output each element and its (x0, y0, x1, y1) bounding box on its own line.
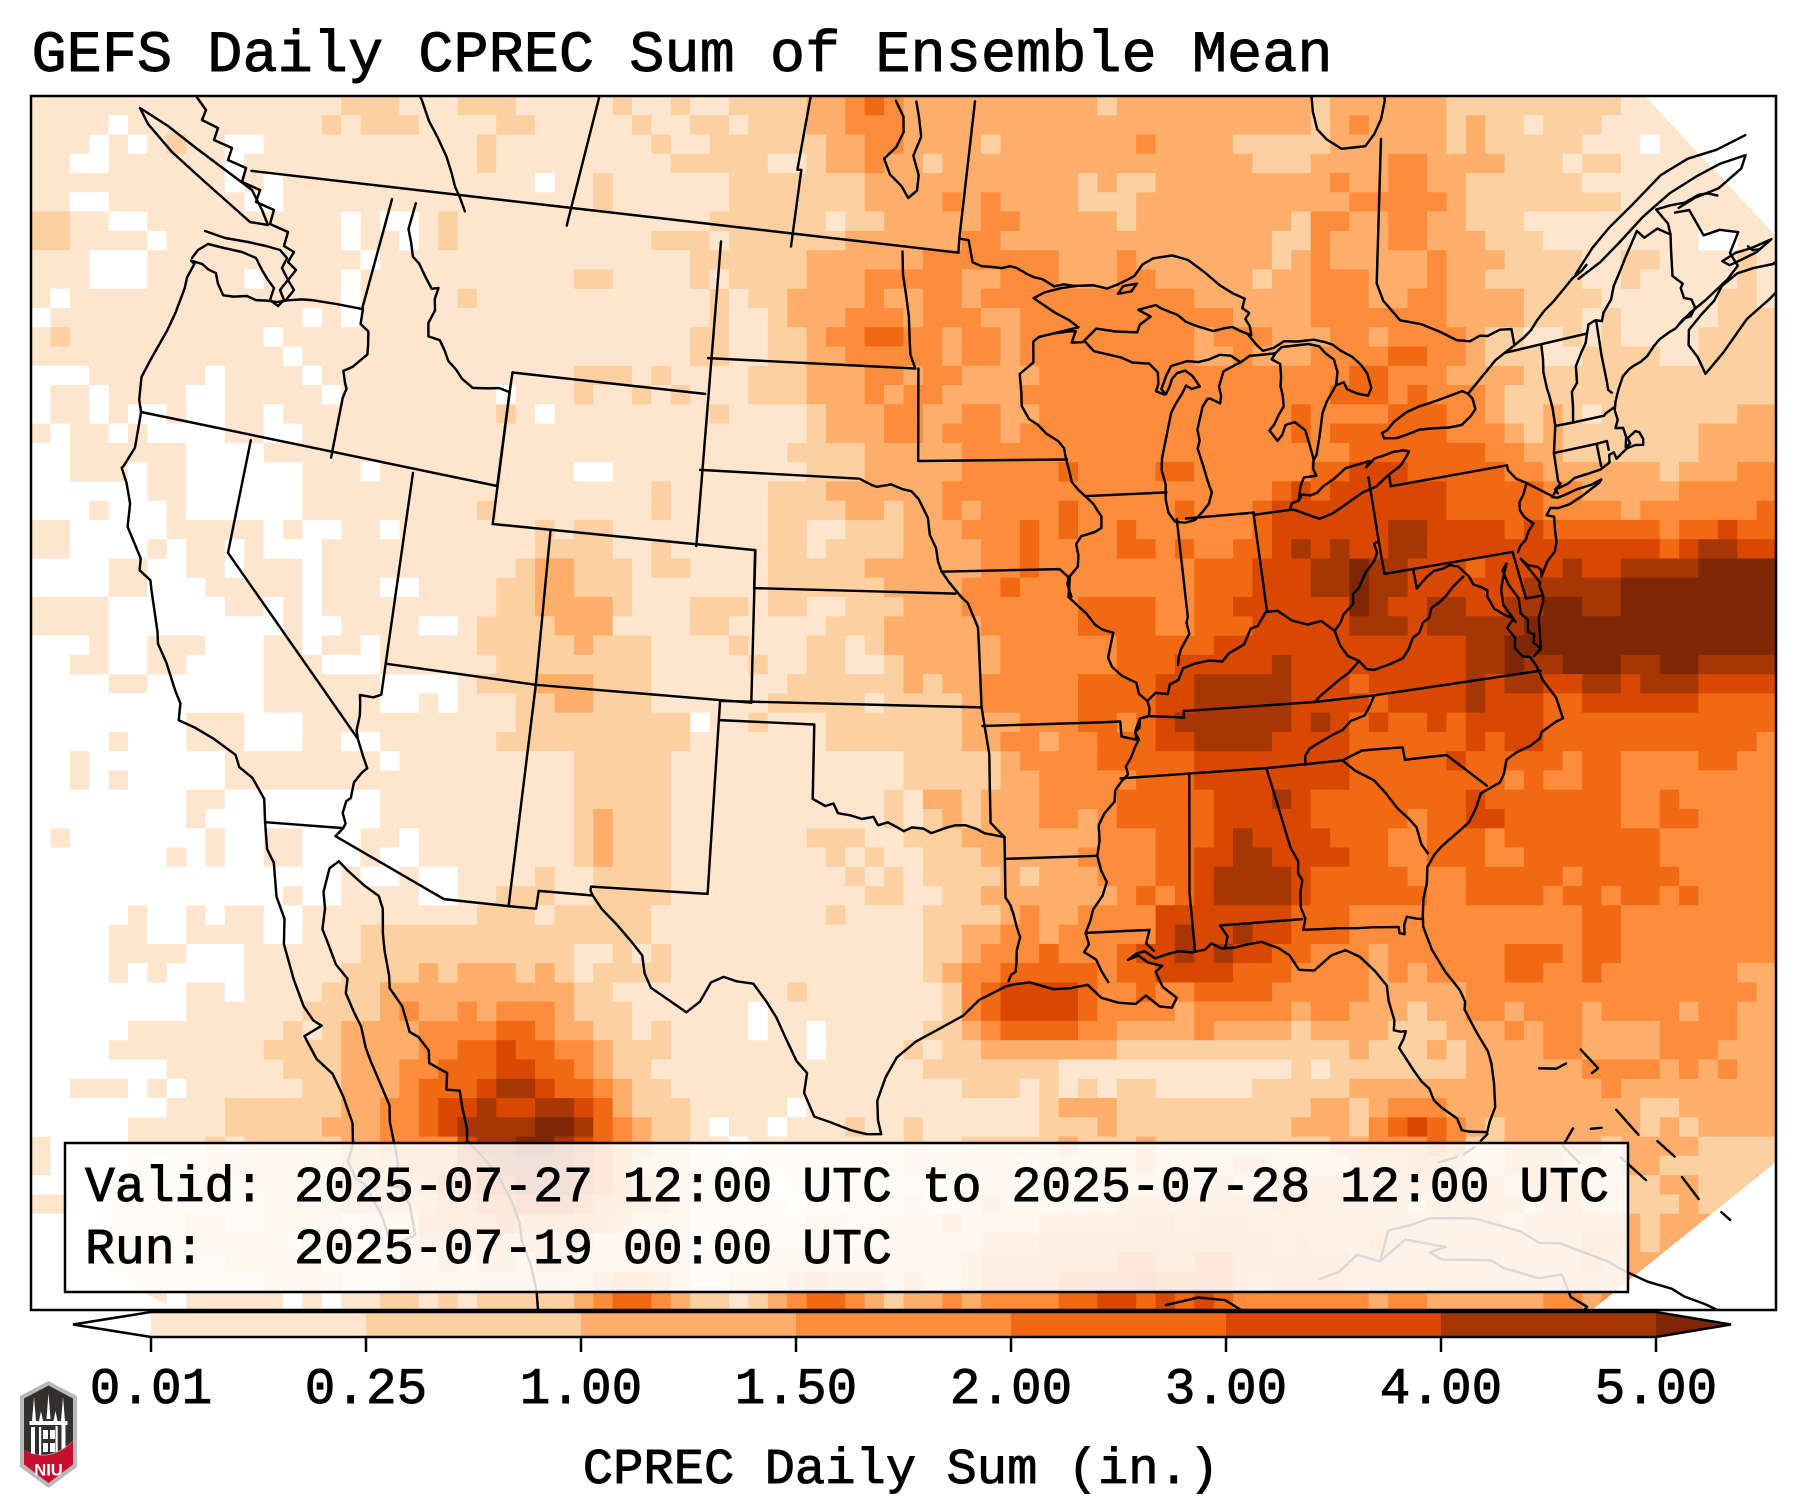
svg-text:2.00: 2.00 (950, 1362, 1072, 1419)
svg-text:5.00: 5.00 (1595, 1362, 1717, 1419)
svg-text:CPREC Daily Sum (in.): CPREC Daily Sum (in.) (583, 1442, 1219, 1499)
svg-text:Run: 2025-07-19 00:00 UTC: Run: 2025-07-19 00:00 UTC (85, 1222, 892, 1278)
svg-text:1.50: 1.50 (735, 1362, 857, 1419)
svg-text:Valid: 2025-07-27 12:00 UTC to: Valid: 2025-07-27 12:00 UTC to 2025-07-2… (85, 1160, 1609, 1216)
svg-text:GEFS Daily CPREC Sum of Ensemb: GEFS Daily CPREC Sum of Ensemble Mean (32, 22, 1333, 89)
svg-text:NIU: NIU (34, 1462, 62, 1480)
svg-text:3.00: 3.00 (1165, 1362, 1287, 1419)
svg-text:1.00: 1.00 (520, 1362, 642, 1419)
svg-text:0.01: 0.01 (90, 1362, 212, 1419)
svg-text:4.00: 4.00 (1380, 1362, 1502, 1419)
svg-text:0.25: 0.25 (305, 1362, 427, 1419)
